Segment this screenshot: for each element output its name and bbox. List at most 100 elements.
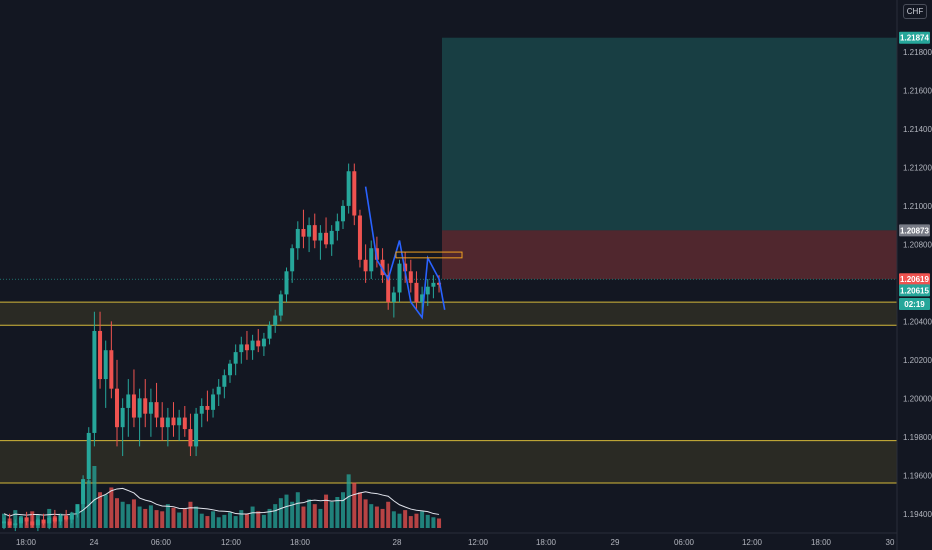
volume-bar — [182, 508, 187, 528]
price-tick-label: 1.20200 — [903, 356, 932, 365]
volume-bar — [115, 498, 119, 528]
candle-body — [380, 259, 385, 276]
volume-bar — [425, 514, 430, 528]
candle-body — [13, 523, 18, 526]
volume-bar — [92, 466, 97, 528]
volume-bar — [171, 507, 176, 528]
volume-bar — [154, 510, 159, 528]
support-zone-1[interactable] — [0, 302, 897, 326]
volume-moving-average — [3, 487, 440, 517]
volume-bar — [431, 517, 436, 528]
volume-bar — [188, 501, 193, 528]
volume-bar — [216, 517, 221, 528]
candle-body — [295, 228, 300, 249]
position-target-zone[interactable] — [442, 37, 897, 231]
time-tick-label: 18:00 — [536, 538, 557, 547]
time-tick-label: 12:00 — [221, 538, 242, 547]
wave-drawing[interactable] — [364, 186, 446, 320]
volume-bar — [312, 504, 317, 528]
candle-body — [312, 225, 317, 241]
candle-body — [352, 171, 357, 216]
candle-body — [154, 402, 159, 418]
candle-body — [24, 517, 29, 522]
price-tick-label: 1.20000 — [903, 394, 932, 403]
candle-body — [420, 294, 425, 303]
volume-bar — [284, 494, 289, 528]
volume-bar — [357, 492, 362, 528]
volume-bar — [391, 511, 396, 528]
volume-bar — [143, 508, 148, 528]
time-tick-label: 06:00 — [151, 538, 172, 547]
volume-bar — [403, 510, 408, 528]
volume-bar — [346, 474, 351, 528]
candle-body — [109, 350, 114, 389]
candle-body — [211, 394, 216, 410]
candle-body — [250, 340, 255, 351]
candle-body — [165, 417, 170, 428]
volume-bar — [86, 480, 91, 528]
candle-body — [188, 429, 193, 447]
candle-body — [148, 402, 153, 414]
volume-bar — [205, 516, 210, 528]
price-tick-label: 1.19800 — [903, 433, 932, 442]
volume-bar — [126, 504, 131, 528]
candle-body — [357, 215, 362, 260]
candle-body — [301, 228, 306, 237]
volume-bar — [109, 487, 114, 528]
candle-body — [52, 517, 57, 522]
price-tag-label: 02:19 — [904, 300, 925, 309]
candle-body — [431, 282, 436, 287]
candle-body — [69, 513, 74, 520]
price-tick-label: 1.21600 — [903, 86, 932, 95]
position-stop-zone[interactable] — [442, 230, 897, 280]
candle-body — [414, 282, 419, 303]
candle-body — [75, 504, 80, 514]
volume-bar — [324, 494, 329, 528]
time-tick-label: 18:00 — [290, 538, 311, 547]
candle-body — [261, 338, 266, 347]
price-tag-label: 1.20873 — [900, 226, 929, 235]
time-tick-label: 18:00 — [811, 538, 832, 547]
volume-bar — [408, 516, 413, 528]
time-tick-label: 12:00 — [468, 538, 489, 547]
time-tick-label: 24 — [90, 538, 99, 547]
volume-bar — [222, 514, 227, 528]
candle-body — [120, 407, 125, 428]
candle-body — [18, 517, 23, 524]
support-zone-2[interactable] — [0, 440, 897, 483]
candle-body — [391, 292, 396, 303]
volume-bar — [256, 511, 261, 528]
volume-bar — [437, 518, 442, 528]
volume-bar — [278, 498, 283, 528]
candle-body — [182, 417, 187, 430]
time-tick-label: 29 — [611, 538, 620, 547]
candle-body — [278, 294, 283, 316]
currency-badge[interactable]: CHF — [903, 4, 927, 19]
time-tick-label: 12:00 — [742, 538, 763, 547]
candle-body — [194, 413, 199, 447]
volume-bar — [211, 511, 216, 528]
volume-bar — [165, 504, 170, 528]
volume-bar — [363, 499, 368, 528]
volume-bar — [295, 492, 300, 528]
candle-body — [143, 398, 148, 414]
volume-bar — [386, 501, 391, 528]
volume-bar — [194, 506, 199, 528]
candle-body — [222, 375, 227, 387]
neckline-box[interactable] — [395, 251, 463, 259]
volume-bar — [267, 508, 272, 528]
candle-body — [35, 519, 40, 526]
price-tick-label: 1.21200 — [903, 163, 932, 172]
volume-bar — [329, 501, 334, 528]
volume-bar — [64, 517, 69, 528]
candle-body — [307, 225, 312, 237]
candle-body — [92, 330, 97, 433]
volume-bar — [98, 492, 103, 528]
price-tag — [899, 298, 930, 311]
candle-body — [64, 515, 69, 520]
candle-body — [341, 205, 345, 222]
volume-bar — [374, 506, 379, 528]
volume-bar — [318, 508, 323, 528]
